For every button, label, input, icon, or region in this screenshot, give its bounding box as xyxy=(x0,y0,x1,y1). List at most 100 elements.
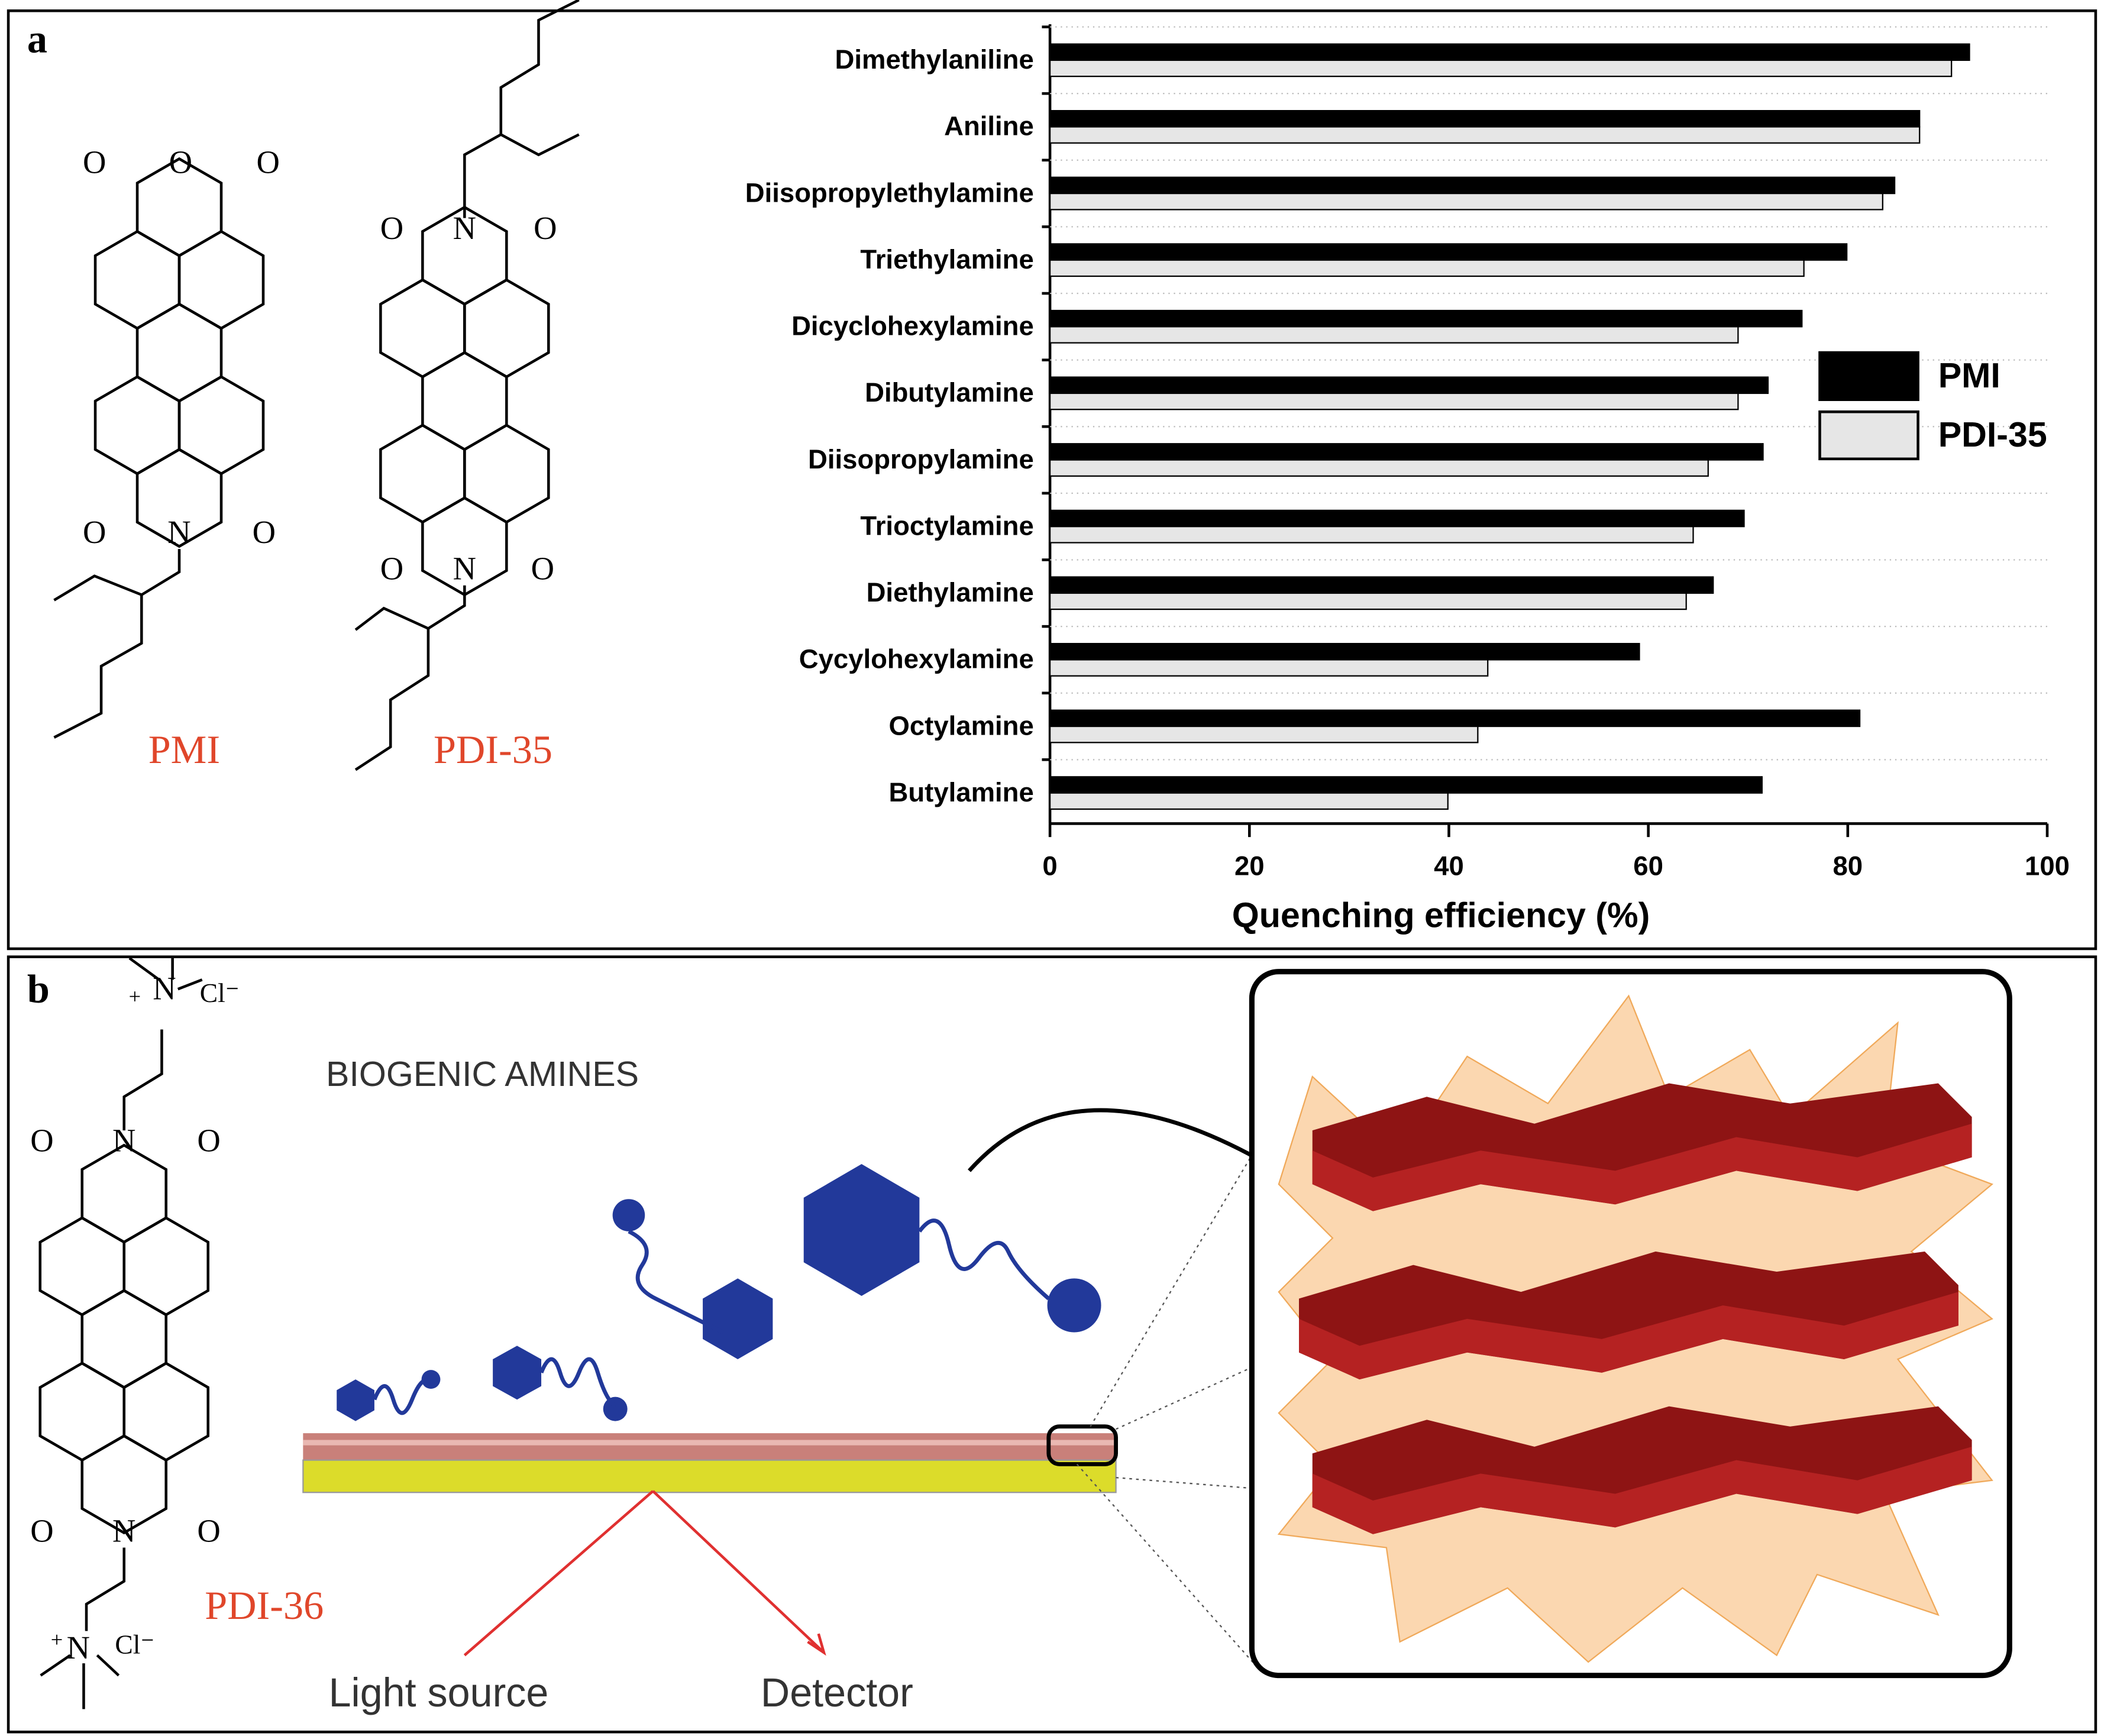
atom-label: + xyxy=(51,1628,63,1651)
y-tick-label: Dibutylamine xyxy=(865,377,1034,408)
bar xyxy=(1049,709,1861,728)
panel-label: a xyxy=(27,16,47,61)
atom-label: N xyxy=(112,1122,135,1158)
diagram-label: Light source xyxy=(329,1670,549,1715)
light-path xyxy=(463,1490,826,1657)
panel-a-border xyxy=(7,9,2097,951)
diagram-label: Detector xyxy=(761,1670,913,1715)
ring xyxy=(135,302,223,403)
atom-label: N xyxy=(67,1630,90,1666)
atom-label: O xyxy=(380,210,403,246)
atom-label: N xyxy=(112,1512,135,1549)
ring xyxy=(80,1289,168,1389)
atom-label: O xyxy=(83,144,106,180)
legend-swatch xyxy=(1818,410,1919,461)
bar xyxy=(1049,259,1805,277)
y-tick-label: Dicyclohexylamine xyxy=(791,311,1034,341)
atom-label: N xyxy=(167,514,190,550)
atom-label: O xyxy=(256,144,279,180)
bar xyxy=(1049,176,1896,195)
atom-label: O xyxy=(30,1122,53,1158)
panel-label: b xyxy=(27,966,50,1011)
bar xyxy=(1049,509,1745,528)
pdi-stack xyxy=(1298,1083,1972,1534)
y-tick-label: Diisopropylamine xyxy=(808,444,1034,474)
atom-label: O xyxy=(169,144,192,180)
film-layer xyxy=(303,1440,1116,1446)
bar xyxy=(1049,376,1769,395)
ring xyxy=(463,278,550,379)
amine-molecule xyxy=(337,1164,1101,1421)
x-tick-label: 80 xyxy=(1833,851,1863,881)
molecule-label: PMI xyxy=(148,727,220,772)
bar xyxy=(1049,43,1970,61)
legend-label: PMI xyxy=(1938,355,2000,395)
bar xyxy=(1049,243,1848,261)
x-axis-label: Quenching efficiency (%) xyxy=(1232,895,1650,935)
x-tick-label: 40 xyxy=(1434,851,1464,881)
ring xyxy=(122,1362,210,1462)
panel-b-border xyxy=(7,955,2097,1734)
amine-chain xyxy=(372,1218,1051,1415)
x-tick-label: 60 xyxy=(1633,851,1663,881)
legend-label: PDI-35 xyxy=(1938,415,2047,454)
ring xyxy=(38,1216,126,1317)
bar xyxy=(1049,126,1921,144)
ring xyxy=(80,1434,168,1535)
atom-label: Cl⁻ xyxy=(200,978,240,1008)
atom-label: N xyxy=(453,210,476,246)
ring xyxy=(177,229,265,330)
zoom-marker xyxy=(1046,1424,1118,1466)
atom-label: N xyxy=(153,970,176,1006)
bar xyxy=(1049,59,1953,77)
ring xyxy=(379,424,466,524)
atom-label: O xyxy=(534,210,557,246)
y-tick-label: Aniline xyxy=(944,111,1034,141)
y-tick-label: Cycylohexylamine xyxy=(799,644,1034,674)
bar xyxy=(1049,659,1489,677)
substrate xyxy=(302,1459,1117,1493)
atom-label: O xyxy=(531,550,554,586)
atom-label: O xyxy=(253,514,276,550)
molecule-label: PDI-36 xyxy=(205,1583,324,1628)
arrow xyxy=(968,1108,1280,1173)
ring xyxy=(177,375,265,476)
film-layer xyxy=(303,1433,1116,1460)
y-tick-label: Diethylamine xyxy=(867,577,1034,607)
y-tick-label: Butylamine xyxy=(889,777,1034,807)
bar xyxy=(1049,576,1714,594)
y-tick-label: Diisopropylethylamine xyxy=(745,177,1034,208)
bar xyxy=(1049,192,1883,211)
atom-label: + xyxy=(129,985,141,1008)
atom-label: O xyxy=(83,514,106,550)
ring xyxy=(122,1216,210,1317)
bar xyxy=(1049,109,1921,128)
bar xyxy=(1049,392,1739,410)
ring xyxy=(421,351,508,451)
bar xyxy=(1049,309,1803,328)
ring xyxy=(80,1143,168,1244)
molecule-label: PDI-35 xyxy=(434,727,552,772)
bar xyxy=(1049,776,1763,794)
ring xyxy=(135,448,223,548)
y-tick-label: Trioctylamine xyxy=(860,510,1033,541)
side-chain xyxy=(40,0,580,1709)
atom-label: O xyxy=(197,1512,220,1549)
atom-label: O xyxy=(380,550,403,586)
bar xyxy=(1049,792,1449,810)
x-tick-label: 100 xyxy=(2025,851,2070,881)
atom-label: O xyxy=(30,1512,53,1549)
ring xyxy=(38,1362,126,1462)
bar xyxy=(1049,725,1479,743)
atom-label: O xyxy=(197,1122,220,1158)
x-tick-label: 20 xyxy=(1234,851,1265,881)
bar xyxy=(1049,592,1687,610)
ring xyxy=(421,496,508,597)
ring xyxy=(463,424,550,524)
y-tick-label: Triethylamine xyxy=(860,244,1033,274)
diagram-title: BIOGENIC AMINES xyxy=(326,1054,639,1094)
y-tick-label: Dimethylaniline xyxy=(835,44,1034,75)
x-tick-label: 0 xyxy=(1042,851,1057,881)
